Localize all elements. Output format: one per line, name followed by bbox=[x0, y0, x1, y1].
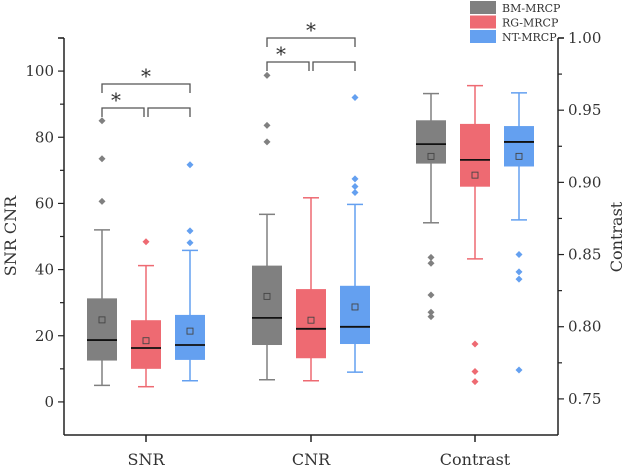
right-tick-label: 0.95 bbox=[568, 101, 601, 119]
iqr-box bbox=[252, 265, 282, 346]
outlier-point bbox=[186, 227, 194, 235]
iqr-box bbox=[131, 320, 161, 369]
outlier-point bbox=[98, 117, 106, 125]
outlier-point bbox=[263, 138, 271, 146]
bracket-line bbox=[266, 61, 310, 71]
box-rg-mrcp-cnr bbox=[296, 197, 326, 382]
mean-marker bbox=[471, 171, 479, 179]
outlier-point bbox=[98, 155, 106, 163]
significance-bracket: * bbox=[101, 88, 191, 117]
outlier-point bbox=[351, 175, 359, 183]
outlier-point bbox=[142, 238, 150, 246]
bracket-line bbox=[101, 107, 145, 117]
bracket-line bbox=[101, 83, 191, 93]
outlier-point bbox=[427, 291, 435, 299]
x-tick-label: SNR bbox=[127, 450, 165, 466]
bracket-line bbox=[147, 107, 191, 117]
mean-marker bbox=[515, 152, 523, 160]
outlier-point bbox=[427, 313, 435, 321]
iqr-box bbox=[504, 126, 534, 167]
outlier-point bbox=[351, 183, 359, 191]
significance-bracket: * bbox=[266, 42, 356, 71]
box-nt-mrcp-contrast bbox=[504, 92, 534, 374]
outlier-point bbox=[427, 259, 435, 267]
right-tick-label: 1.00 bbox=[568, 29, 601, 47]
iqr-box bbox=[87, 298, 117, 361]
x-tick-label: CNR bbox=[292, 450, 331, 466]
left-axis-label: SNR CNR bbox=[1, 195, 20, 276]
outlier-point bbox=[471, 367, 479, 375]
x-tick-label: Contrast bbox=[440, 450, 511, 466]
outlier-point bbox=[471, 378, 479, 386]
significance-bracket: * bbox=[266, 18, 356, 47]
mean-marker bbox=[98, 316, 106, 324]
significance-bracket: * bbox=[101, 64, 191, 93]
outlier-point bbox=[515, 251, 523, 259]
iqr-box bbox=[175, 314, 205, 360]
right-tick-label: 0.80 bbox=[568, 318, 601, 336]
significance-star: * bbox=[111, 88, 121, 112]
legend-swatch bbox=[470, 1, 496, 14]
left-tick-label: 60 bbox=[35, 194, 54, 212]
left-tick-label: 40 bbox=[35, 261, 54, 279]
iqr-box bbox=[296, 289, 326, 359]
outlier-point bbox=[427, 253, 435, 261]
left-tick-label: 100 bbox=[25, 62, 54, 80]
box-bm-mrcp-cnr bbox=[252, 71, 282, 381]
box-rg-mrcp-contrast bbox=[460, 84, 490, 386]
outlier-point bbox=[515, 275, 523, 283]
mean-marker bbox=[307, 316, 315, 324]
outlier-point bbox=[515, 366, 523, 374]
significance-star: * bbox=[306, 18, 316, 42]
significance-star: * bbox=[276, 42, 286, 66]
left-tick-label: 20 bbox=[35, 327, 54, 345]
outlier-point bbox=[186, 161, 194, 169]
mean-marker bbox=[427, 152, 435, 160]
right-axis-label: Contrast bbox=[607, 201, 626, 272]
legend-label: BM-MRCP bbox=[502, 2, 561, 15]
outlier-point bbox=[98, 197, 106, 205]
bracket-line bbox=[312, 61, 356, 71]
box-rg-mrcp-snr bbox=[131, 238, 161, 388]
outlier-point bbox=[351, 94, 359, 102]
left-tick-label: 80 bbox=[35, 128, 54, 146]
outlier-point bbox=[471, 340, 479, 348]
legend-label: RG-MRCP bbox=[502, 17, 559, 30]
outlier-point bbox=[263, 71, 271, 79]
box-nt-mrcp-snr bbox=[175, 161, 205, 382]
outlier-point bbox=[263, 121, 271, 129]
right-tick-label: 0.85 bbox=[568, 246, 601, 264]
iqr-box bbox=[340, 285, 370, 345]
mean-marker bbox=[263, 292, 271, 300]
significance-star: * bbox=[141, 64, 151, 88]
outlier-point bbox=[351, 188, 359, 196]
outlier-point bbox=[427, 308, 435, 316]
legend-swatch bbox=[470, 30, 496, 43]
box-nt-mrcp-cnr bbox=[340, 94, 370, 373]
iqr-box bbox=[460, 123, 490, 187]
box-bm-mrcp-snr bbox=[87, 117, 117, 387]
right-tick-label: 0.90 bbox=[568, 173, 601, 191]
legend-swatch bbox=[470, 15, 496, 29]
mean-marker bbox=[351, 303, 359, 311]
iqr-box bbox=[416, 120, 446, 164]
bracket-line bbox=[266, 37, 356, 47]
mean-marker bbox=[186, 327, 194, 335]
legend-label: NT-MRCP bbox=[502, 31, 557, 44]
outlier-point bbox=[515, 268, 523, 276]
mean-marker bbox=[142, 337, 150, 345]
right-tick-label: 0.75 bbox=[568, 390, 601, 408]
left-tick-label: 0 bbox=[44, 393, 54, 411]
outlier-point bbox=[186, 239, 194, 247]
box-bm-mrcp-contrast bbox=[416, 92, 446, 321]
